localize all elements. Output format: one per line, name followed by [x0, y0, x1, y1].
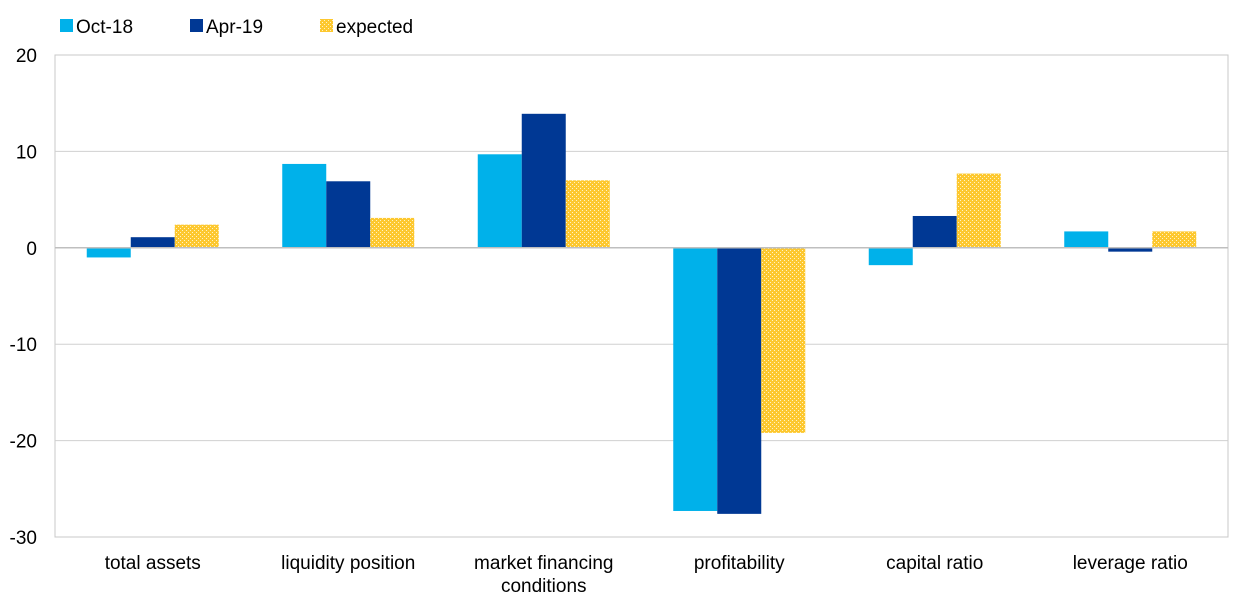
bar-expected-1: [370, 217, 415, 248]
y-tick-label: -20: [10, 432, 37, 453]
gridlines: [55, 150, 1228, 442]
bar-expected-2: [565, 180, 610, 248]
y-axis: 20 10 0 -10 -20 -30: [10, 46, 37, 549]
bar-expected-4: [956, 173, 1001, 248]
legend-label-expected: expected: [336, 17, 413, 38]
bar-apr-19-3: [717, 247, 762, 514]
bar-oct-18-4: [868, 247, 913, 266]
x-axis: total assets liquidity position market fin…: [105, 553, 1188, 597]
bar-apr-19-2: [521, 113, 566, 248]
x-category-label: capital ratio: [886, 553, 983, 574]
x-category-label: leverage ratio: [1073, 553, 1188, 574]
legend-label-apr-19: Apr-19: [206, 17, 263, 38]
y-tick-label: -10: [10, 335, 37, 356]
bar-expected-5: [1152, 231, 1197, 248]
plot-area: [54, 54, 1229, 538]
legend: Oct-18 Apr-19 expected: [60, 17, 413, 38]
legend-swatch-apr-19: [190, 19, 203, 32]
y-tick-label: 20: [16, 46, 37, 67]
y-tick-label: 10: [16, 142, 37, 163]
bar-oct-18-2: [477, 154, 522, 248]
x-category-label: market financing: [474, 553, 613, 574]
bar-apr-19-5: [1108, 247, 1153, 252]
bar-apr-19-1: [326, 181, 371, 248]
y-tick-label: -30: [10, 528, 37, 549]
bar-expected-3: [761, 247, 806, 433]
legend-swatch-expected: [320, 19, 333, 32]
bar-oct-18-0: [86, 247, 131, 258]
bar-oct-18-3: [673, 247, 718, 511]
x-category-label: conditions: [501, 576, 587, 597]
legend-label-oct-18: Oct-18: [76, 17, 133, 38]
plot-frame: [54, 54, 1229, 538]
bar-expected-0: [174, 224, 219, 248]
bar-oct-18-1: [282, 163, 327, 248]
y-tick-label: 0: [26, 239, 37, 260]
bar-apr-19-0: [130, 237, 175, 248]
x-category-label: total assets: [105, 553, 201, 574]
legend-swatch-oct-18: [60, 19, 73, 32]
x-category-label: liquidity position: [281, 553, 415, 574]
x-category-label: profitability: [694, 553, 785, 574]
bar-oct-18-5: [1064, 231, 1109, 248]
bars: [86, 113, 1197, 514]
bar-apr-19-4: [912, 215, 957, 248]
